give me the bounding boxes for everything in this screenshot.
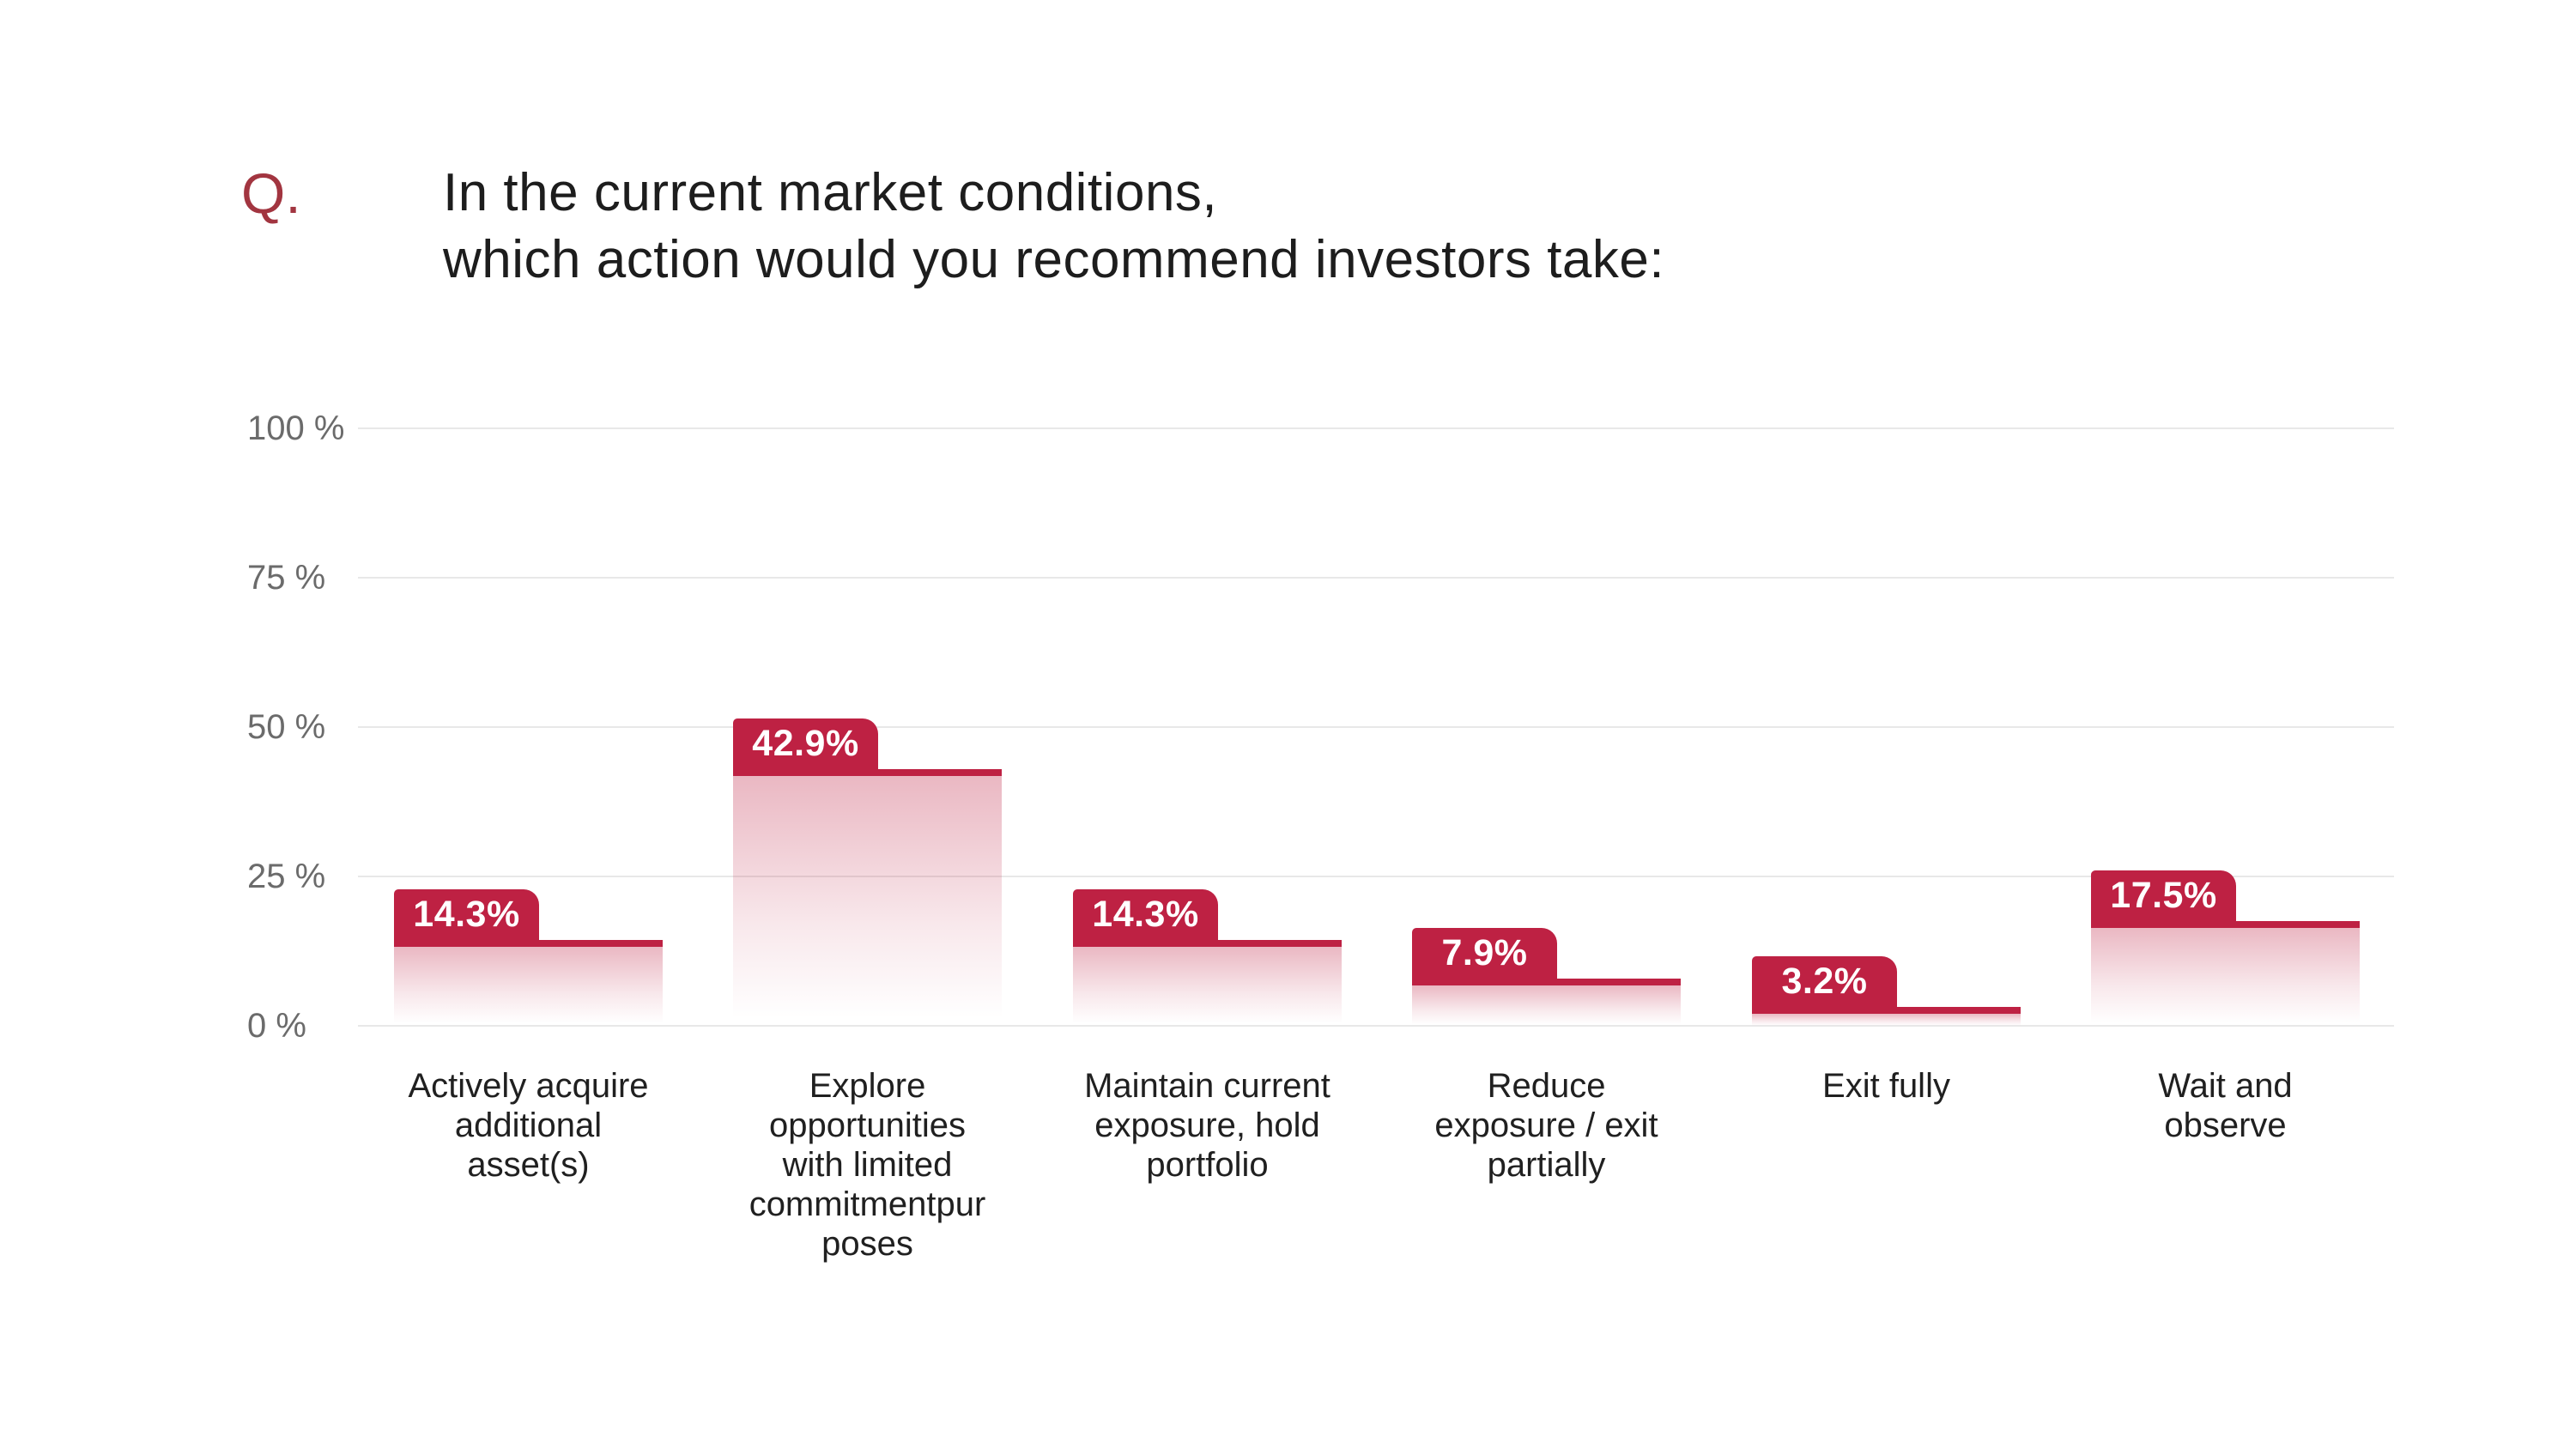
- bar-gradient-fill: [1073, 947, 1342, 1026]
- bar-gradient-fill: [733, 776, 1002, 1026]
- x-category-label: Maintain current exposure, hold portfoli…: [1084, 1067, 1330, 1184]
- bar-value-badge: 7.9%: [1412, 928, 1557, 979]
- bar-value-badge: 3.2%: [1752, 956, 1897, 1007]
- bar-value-badge: 14.3%: [1073, 889, 1218, 940]
- x-category-label: Actively acquire additional asset(s): [408, 1067, 649, 1184]
- bar-gradient-fill: [1752, 1014, 2021, 1026]
- bar-gradient-fill: [2091, 928, 2360, 1026]
- bar-top-line: [733, 769, 1002, 776]
- bar-top-line: [394, 940, 663, 947]
- bar-value-badge: 17.5%: [2091, 870, 2236, 921]
- x-category-label: Wait and observe: [2158, 1067, 2293, 1144]
- y-tick-label-0: 0 %: [247, 1007, 306, 1045]
- y-tick-label-75: 75 %: [247, 559, 326, 597]
- y-tick-label-25: 25 %: [247, 858, 326, 895]
- bar-gradient-fill: [394, 947, 663, 1026]
- bar-value-badge: 42.9%: [733, 718, 878, 769]
- bar-value-badge: 14.3%: [394, 889, 539, 940]
- gridline-75: [358, 577, 2394, 579]
- bar-gradient-fill: [1412, 985, 1681, 1026]
- x-category-label: Explore opportunities with limited commi…: [749, 1067, 986, 1263]
- question-title: In the current market conditions, which …: [443, 163, 1665, 289]
- gridline-25: [358, 876, 2394, 877]
- question-marker: Q.: [241, 161, 301, 225]
- bar-top-line: [1073, 940, 1342, 947]
- gridline-0: [358, 1025, 2394, 1027]
- x-category-label: Reduce exposure / exit partially: [1434, 1067, 1658, 1184]
- bar-top-line: [1412, 979, 1681, 985]
- y-tick-label-100: 100 %: [247, 409, 345, 447]
- gridline-100: [358, 427, 2394, 429]
- bar-top-line: [1752, 1007, 2021, 1014]
- bar-top-line: [2091, 921, 2360, 928]
- gridline-50: [358, 726, 2394, 728]
- y-tick-label-50: 50 %: [247, 708, 326, 746]
- x-category-label: Exit fully: [1822, 1067, 1950, 1105]
